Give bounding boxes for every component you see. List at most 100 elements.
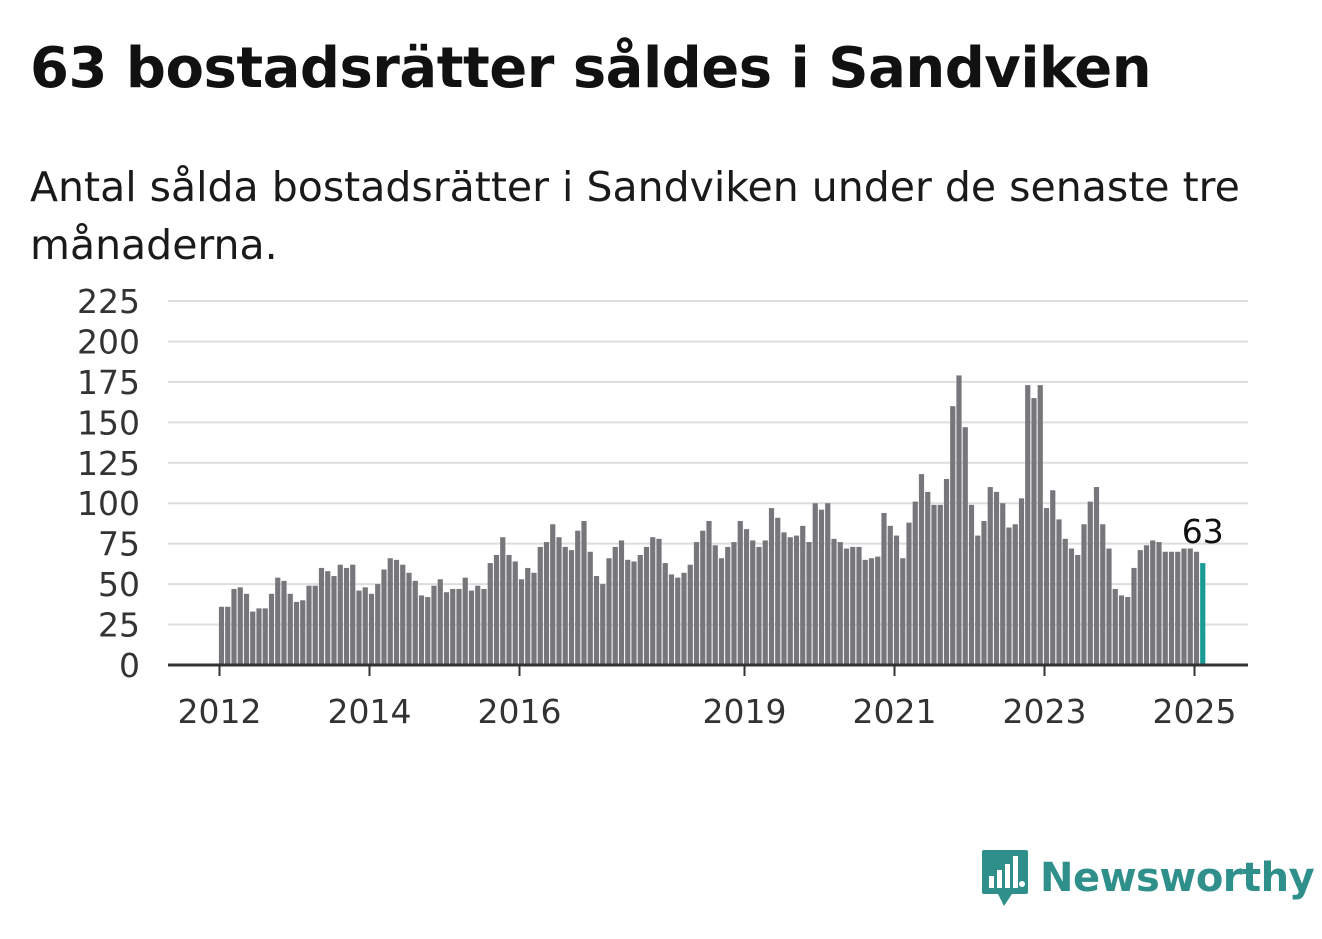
- bar: [775, 517, 781, 665]
- bar: [431, 585, 437, 665]
- bar: [768, 508, 775, 665]
- bar: [1056, 519, 1062, 665]
- bar: [1162, 551, 1168, 665]
- bar: [675, 577, 681, 665]
- bar: [256, 608, 262, 665]
- bar: [300, 600, 306, 665]
- bar: [662, 563, 668, 665]
- x-tick-label: 2021: [853, 692, 937, 731]
- bar: [706, 521, 712, 665]
- bar: [1137, 550, 1143, 665]
- y-tick-label: 175: [77, 363, 140, 402]
- bar: [318, 567, 325, 665]
- bar: [437, 579, 443, 665]
- bar: [381, 569, 387, 665]
- bar: [981, 521, 987, 665]
- bar: [593, 576, 600, 665]
- bar: [1100, 524, 1106, 665]
- bar: [362, 587, 368, 665]
- bar: [931, 504, 937, 665]
- bar: [993, 491, 1000, 665]
- y-tick-label: 75: [98, 525, 140, 564]
- bar: [962, 427, 968, 665]
- bar: [875, 556, 881, 665]
- bar: [481, 588, 487, 665]
- bar: [293, 601, 300, 665]
- bar: [893, 535, 900, 665]
- bar: [1156, 542, 1162, 665]
- newsworthy-brand[interactable]: Newsworthy: [980, 848, 1315, 908]
- bar: [762, 540, 768, 665]
- bar: [500, 537, 506, 665]
- bar: [668, 574, 675, 665]
- bar: [831, 538, 837, 665]
- y-tick-label: 225: [77, 282, 140, 321]
- bar: [1025, 385, 1031, 665]
- bar: [368, 593, 375, 665]
- bar: [1131, 567, 1137, 665]
- bar: [650, 537, 656, 665]
- bar: [487, 563, 493, 665]
- bar: [231, 588, 237, 665]
- bar: [456, 588, 462, 665]
- bar: [937, 504, 943, 665]
- bar: [793, 535, 800, 665]
- bar: [987, 487, 993, 665]
- bar: [1006, 527, 1012, 665]
- bar: [1193, 551, 1200, 665]
- bar: [868, 558, 875, 665]
- bar: [687, 564, 693, 665]
- bar: [387, 558, 393, 665]
- bar: [550, 524, 556, 665]
- bar: [800, 525, 806, 665]
- bar: [462, 577, 468, 665]
- bar: [506, 554, 512, 665]
- bar: [450, 588, 456, 665]
- bar: [1050, 490, 1056, 665]
- bar: [637, 554, 643, 665]
- bar: [750, 540, 756, 665]
- bar: [468, 590, 475, 665]
- bar: [631, 561, 637, 665]
- y-tick-label: 125: [77, 444, 140, 483]
- bar: [712, 545, 718, 665]
- bar: [618, 540, 625, 665]
- bar: [825, 503, 831, 665]
- brand-name: Newsworthy: [1040, 855, 1315, 901]
- bar: [943, 478, 950, 665]
- bar: [350, 564, 356, 665]
- bar: [281, 580, 287, 665]
- bar: [806, 542, 812, 665]
- bar: [1125, 597, 1131, 665]
- bar: [756, 546, 762, 665]
- bar: [1143, 545, 1150, 665]
- bar: [856, 546, 862, 665]
- bar: [781, 532, 787, 665]
- bar: [225, 606, 231, 665]
- bar: [406, 572, 412, 665]
- bar: [475, 585, 481, 665]
- bar: [950, 406, 956, 665]
- bar: [418, 595, 425, 665]
- bar: [625, 559, 631, 665]
- bar: [531, 572, 537, 665]
- bar: [968, 504, 975, 665]
- bar: [681, 572, 687, 665]
- bar: [425, 597, 431, 665]
- last-value-label: 63: [1182, 512, 1224, 551]
- bar: [1000, 503, 1006, 665]
- bar: [400, 564, 406, 665]
- x-tick-label: 2016: [478, 692, 562, 731]
- bar: [275, 577, 281, 665]
- bar: [956, 375, 962, 665]
- bar: [1150, 540, 1156, 665]
- bar: [1018, 498, 1025, 665]
- bar: [537, 546, 543, 665]
- y-tick-label: 50: [98, 565, 140, 604]
- bar: [512, 561, 518, 665]
- bar: [218, 606, 225, 665]
- bar: [237, 587, 243, 665]
- bar: [862, 559, 868, 665]
- bar: [1031, 398, 1037, 665]
